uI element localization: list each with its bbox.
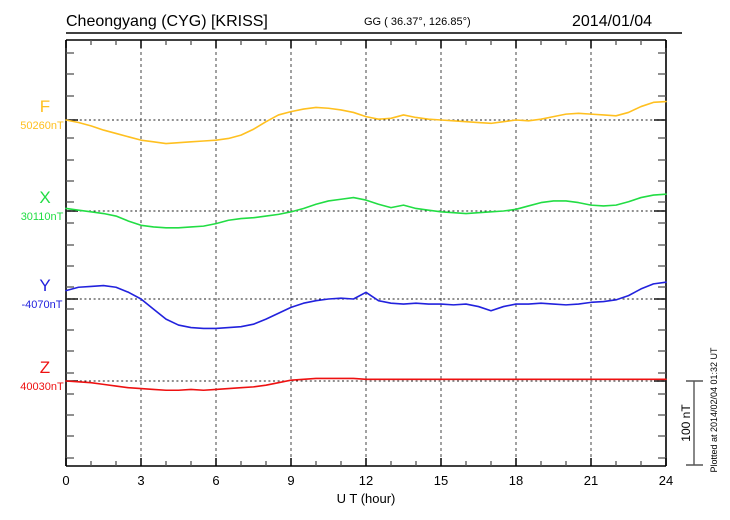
component-letter-z: Z — [40, 358, 50, 377]
x-tick-label: 6 — [212, 473, 219, 488]
trace-f — [65, 100, 667, 145]
component-letter-x: X — [39, 188, 50, 207]
x-tick-label: 0 — [62, 473, 69, 488]
vertical-gridlines — [140, 40, 592, 466]
x-tick-label: 15 — [434, 473, 448, 488]
trace-z — [65, 377, 667, 392]
scale-bar-label: 100 nT — [679, 404, 693, 442]
x-tick-label: 24 — [659, 473, 673, 488]
x-tick-label: 9 — [287, 473, 294, 488]
trace-x — [65, 193, 667, 229]
scale-bar — [686, 380, 703, 466]
page-title: Cheongyang (CYG) [KRISS] — [66, 13, 268, 30]
plotted-timestamp: Plotted at 2014/02/04 01:32 UT — [709, 347, 719, 473]
component-letter-y: Y — [39, 276, 50, 295]
component-value-z: 40030nT — [20, 381, 64, 393]
x-axis-title: U T (hour) — [337, 491, 396, 506]
component-letter-f: F — [40, 97, 50, 116]
trace-y — [65, 281, 667, 330]
component-value-f: 50260nT — [20, 120, 64, 132]
x-tick-label: 3 — [137, 473, 144, 488]
x-tick-label: 21 — [584, 473, 598, 488]
component-value-x: 30110nT — [21, 211, 64, 223]
observation-date: 2014/01/04 — [572, 13, 652, 30]
component-baselines — [66, 119, 666, 382]
x-axis-tick-labels: 0 3 6 9 12 15 18 21 24 — [62, 473, 673, 488]
x-tick-label: 12 — [359, 473, 373, 488]
x-axis-ticks — [65, 40, 667, 466]
station-coordinates: GG ( 36.37°, 126.85°) — [364, 16, 471, 28]
component-traces — [65, 100, 667, 392]
component-labels: F 50260nT X 30110nT Y -4070nT Z 40030nT — [20, 97, 64, 393]
x-tick-label: 18 — [509, 473, 523, 488]
component-value-y: -4070nT — [22, 299, 63, 311]
